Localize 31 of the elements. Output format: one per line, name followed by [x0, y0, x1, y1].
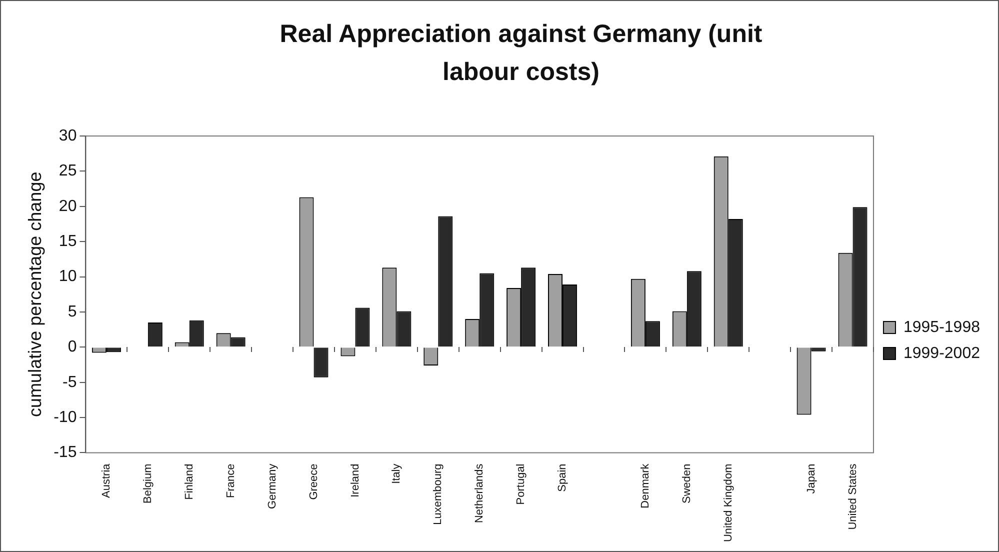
- x-tick-label: Germany: [266, 463, 278, 509]
- x-tick-label: France: [224, 464, 237, 498]
- x-tick-label: Denmark: [639, 463, 652, 508]
- y-tick-label: 30: [58, 127, 77, 144]
- x-tick-label: United Kingdom: [722, 464, 734, 542]
- x-tick-label: Finland: [183, 464, 196, 500]
- chart-title: Real Appreciation against Germany (unit labour costs): [278, 19, 764, 88]
- x-tick-label: Netherlands: [474, 463, 486, 524]
- x-tick-label: Spain: [556, 464, 569, 492]
- legend-label: 1995-1998: [903, 318, 980, 336]
- x-tick-label: Belgium: [142, 464, 154, 504]
- x-tick-label: Austria: [100, 462, 112, 498]
- y-tick-label: 10: [58, 268, 77, 286]
- x-tick-label: Italy: [390, 463, 403, 484]
- y-tick-label: -10: [54, 408, 77, 426]
- x-tick-label: Portugal: [515, 464, 528, 505]
- x-tick-label: Sweden: [680, 464, 693, 504]
- x-tick-label: United States: [846, 463, 859, 530]
- y-tick-label: 5: [68, 303, 77, 320]
- legend-label: 1999-2002: [903, 344, 980, 362]
- y-tick-label: -15: [54, 444, 77, 462]
- y-tick-label: 15: [58, 232, 77, 250]
- x-tick-label: Japan: [805, 464, 818, 494]
- y-tick-label: 25: [58, 162, 77, 180]
- x-tick-label: Ireland: [349, 464, 362, 498]
- y-tick-label: -5: [62, 374, 77, 391]
- y-tick-label: 20: [58, 198, 77, 215]
- y-tick-label: 0: [68, 338, 77, 356]
- x-tick-label: Greece: [308, 464, 320, 500]
- y-axis-title: cumulative percentage change: [24, 172, 45, 417]
- x-tick-label: Luxembourg: [432, 464, 444, 525]
